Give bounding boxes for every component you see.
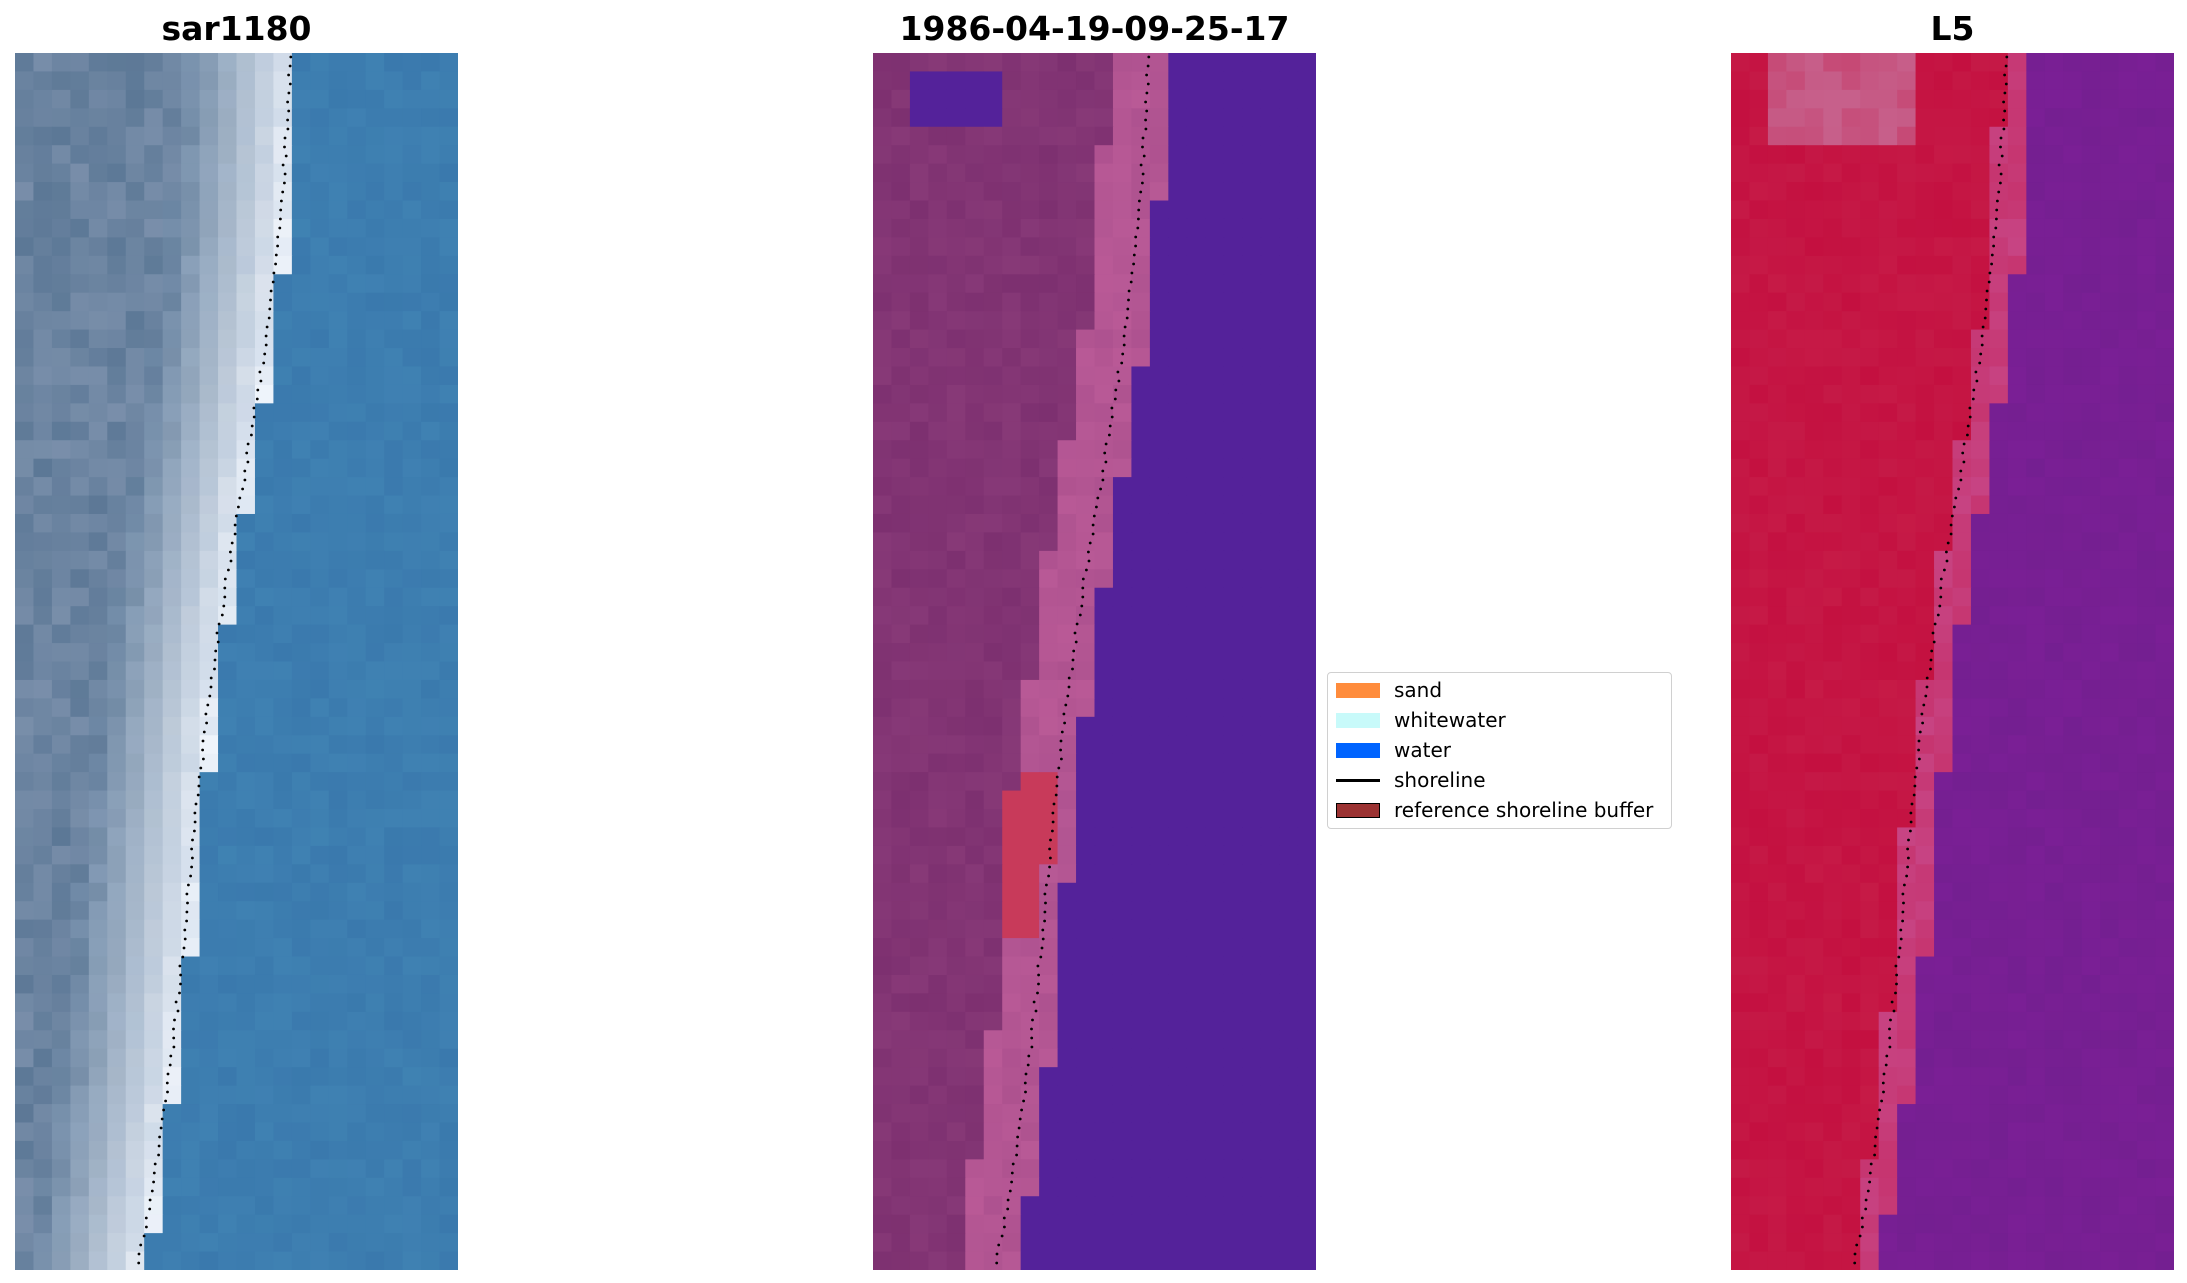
legend-item-water: water bbox=[1328, 735, 1671, 765]
legend-item-sand: sand bbox=[1328, 675, 1671, 705]
legend-item-shoreline: shoreline bbox=[1328, 765, 1671, 795]
panel-title-classified: 1986-04-19-09-25-17 bbox=[899, 9, 1290, 48]
legend-swatch-water bbox=[1336, 743, 1380, 758]
legend-label-reference-buffer: reference shoreline buffer bbox=[1394, 798, 1654, 822]
panel-index: L5 bbox=[1731, 0, 2174, 1283]
legend-label-sand: sand bbox=[1394, 678, 1443, 702]
legend-item-whitewater: whitewater bbox=[1328, 705, 1671, 735]
raster-cells bbox=[873, 53, 1316, 1270]
legend-label-whitewater: whitewater bbox=[1394, 708, 1506, 732]
panel-title-rgb: sar1180 bbox=[161, 9, 312, 48]
legend-swatch-whitewater bbox=[1336, 713, 1380, 728]
legend-line-shoreline bbox=[1336, 779, 1380, 782]
shoreline-dots bbox=[1853, 55, 2009, 1265]
shoreline-dots bbox=[995, 55, 1151, 1265]
rgb-image bbox=[15, 53, 458, 1270]
shoreline-dots bbox=[137, 55, 293, 1265]
raster-cells bbox=[1731, 53, 2174, 1270]
panel-rgb: sar1180 bbox=[15, 0, 458, 1283]
legend: sand whitewater water shoreline referenc… bbox=[1327, 672, 1672, 829]
legend-label-shoreline: shoreline bbox=[1394, 768, 1486, 792]
panel-classified: 1986-04-19-09-25-17 bbox=[873, 0, 1316, 1283]
legend-item-reference-buffer: reference shoreline buffer bbox=[1328, 795, 1671, 825]
classified-image bbox=[873, 53, 1316, 1270]
index-image bbox=[1731, 53, 2174, 1270]
panel-title-index: L5 bbox=[1930, 9, 1975, 48]
legend-swatch-reference-buffer bbox=[1336, 803, 1380, 818]
raster-cells bbox=[15, 53, 458, 1270]
legend-label-water: water bbox=[1394, 738, 1451, 762]
legend-swatch-sand bbox=[1336, 683, 1380, 698]
